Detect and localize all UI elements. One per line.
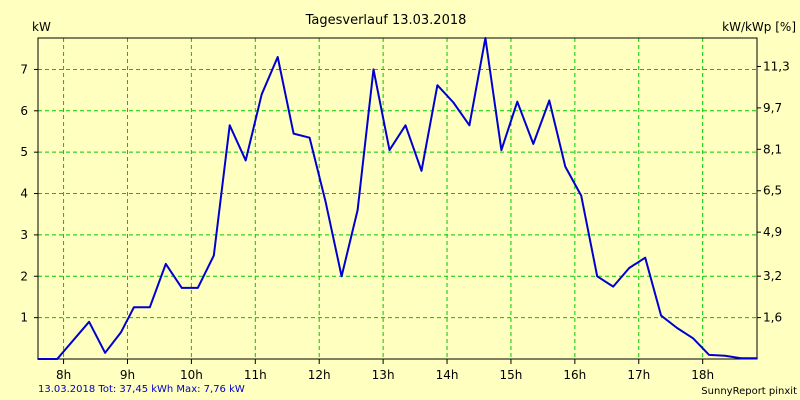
y-tick-label-right: 11,3: [763, 59, 790, 73]
x-tick-label: 9h: [120, 368, 135, 382]
data-point: [532, 143, 535, 145]
data-point: [436, 84, 439, 86]
data-point: [56, 358, 58, 360]
data-point: [388, 149, 391, 151]
data-point: [692, 337, 694, 340]
data-point: [308, 136, 311, 139]
y-tick-label-right: 8,1: [763, 142, 782, 156]
x-tick-label: 10h: [180, 368, 203, 382]
y-tick-label-right: 9,7: [763, 101, 782, 115]
data-point: [468, 124, 471, 127]
y-tick-label-left: 6: [20, 104, 28, 118]
y-tick-label-left: 2: [20, 269, 28, 283]
y-tick-label-left: 1: [20, 311, 28, 325]
data-point: [340, 275, 343, 278]
data-point: [740, 357, 742, 359]
data-point: [212, 254, 215, 257]
data-point: [484, 37, 487, 39]
y-tick-label-left: 7: [20, 62, 28, 76]
data-point: [516, 100, 519, 103]
plot-frame: [34, 37, 761, 364]
x-tick-label: 12h: [308, 368, 331, 382]
data-point: [149, 306, 151, 309]
y-axis-left-label: kW: [32, 20, 51, 34]
data-point: [628, 267, 630, 269]
y-tick-label-left: 4: [20, 187, 28, 201]
data-point: [104, 351, 106, 354]
grid-lines: [38, 38, 757, 359]
data-point: [37, 358, 39, 360]
data-point: [404, 124, 407, 127]
data-point: [196, 287, 199, 289]
data-point: [120, 331, 122, 333]
data-point: [181, 287, 183, 289]
x-tick-label: 15h: [500, 368, 523, 382]
data-point: [564, 165, 567, 168]
plot-border: [37, 37, 758, 360]
data-point: [324, 201, 327, 203]
data-point: [356, 209, 359, 211]
tick-labels: 8h 9h 10h 11h 12h 13h 14h 15h 16h 17h 18h 1 2 3 4 5 6 7 1,…: [20, 59, 789, 382]
y-tick-label-left: 5: [20, 145, 28, 159]
data-point: [244, 159, 247, 162]
x-tick-label: 16h: [563, 368, 586, 382]
x-tick-label: 17h: [627, 368, 650, 382]
data-point: [228, 124, 231, 127]
series-layer: [37, 37, 758, 360]
data-point: [420, 169, 423, 172]
data-point: [708, 354, 710, 356]
data-point: [644, 256, 646, 259]
data-point: [500, 149, 503, 151]
data-point: [660, 314, 662, 317]
data-point: [133, 306, 135, 309]
data-point: [596, 275, 599, 278]
x-tick-label: 14h: [436, 368, 459, 382]
x-tick-label: 8h: [56, 368, 71, 382]
data-point: [676, 327, 678, 329]
footer-summary: 13.03.2018 Tot: 37,45 kWh Max: 7,76 kW: [38, 384, 245, 395]
data-point: [260, 93, 263, 96]
data-point: [756, 357, 758, 359]
y-tick-label-right: 6,5: [763, 184, 782, 198]
chart-title: Tagesverlauf 13.03.2018: [305, 13, 467, 28]
x-tick-label: 11h: [244, 368, 267, 382]
data-point: [372, 68, 375, 71]
data-point: [292, 132, 295, 135]
x-tick-label: 13h: [372, 368, 395, 382]
y-tick-label-right: 4,9: [763, 225, 782, 239]
footer-credit: SunnyReport pinxit: [701, 386, 797, 397]
y-tick-label-right: 3,2: [763, 269, 782, 283]
data-point: [612, 285, 614, 288]
data-point: [724, 354, 726, 357]
x-tick-label: 18h: [691, 368, 714, 382]
data-point: [452, 101, 455, 104]
data-point: [548, 99, 551, 102]
data-point: [165, 263, 167, 265]
data-point: [580, 194, 583, 197]
y-tick-label-right: 1,6: [763, 311, 782, 325]
y-axis-right-label: kW/kWp [%]: [722, 20, 796, 34]
y-tick-label-left: 3: [20, 228, 28, 242]
data-point: [88, 320, 90, 323]
data-point: [276, 56, 279, 58]
